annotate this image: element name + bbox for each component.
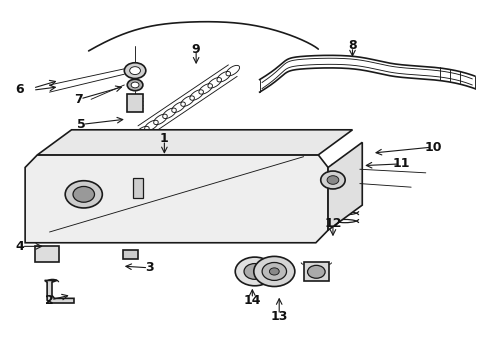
Text: 10: 10 — [424, 140, 442, 153]
Circle shape — [65, 181, 102, 208]
Text: 14: 14 — [244, 294, 261, 307]
Bar — [304, 262, 329, 281]
Circle shape — [127, 79, 143, 91]
Circle shape — [124, 63, 146, 78]
Circle shape — [130, 67, 141, 75]
Polygon shape — [25, 155, 328, 243]
Polygon shape — [328, 142, 362, 230]
Text: 8: 8 — [348, 39, 357, 52]
Text: 2: 2 — [45, 294, 54, 307]
Circle shape — [321, 171, 345, 189]
Text: 11: 11 — [392, 157, 410, 170]
Bar — [123, 250, 139, 259]
Text: 9: 9 — [192, 42, 200, 55]
Circle shape — [73, 186, 95, 202]
Bar — [127, 94, 143, 112]
Text: 4: 4 — [16, 240, 24, 253]
Circle shape — [131, 82, 139, 88]
Circle shape — [270, 268, 279, 275]
Circle shape — [327, 176, 339, 184]
Text: 7: 7 — [74, 93, 83, 106]
Text: 1: 1 — [160, 132, 169, 145]
Circle shape — [244, 264, 266, 279]
Text: 12: 12 — [324, 216, 342, 230]
Text: 5: 5 — [77, 118, 86, 131]
Polygon shape — [37, 130, 352, 155]
Bar — [133, 178, 144, 198]
Text: 3: 3 — [146, 261, 154, 274]
Text: 13: 13 — [270, 310, 288, 323]
Text: 6: 6 — [15, 83, 24, 96]
Polygon shape — [45, 280, 74, 303]
Circle shape — [262, 262, 287, 280]
Circle shape — [254, 256, 295, 287]
Polygon shape — [35, 246, 59, 262]
Circle shape — [235, 257, 274, 286]
Circle shape — [308, 265, 325, 278]
